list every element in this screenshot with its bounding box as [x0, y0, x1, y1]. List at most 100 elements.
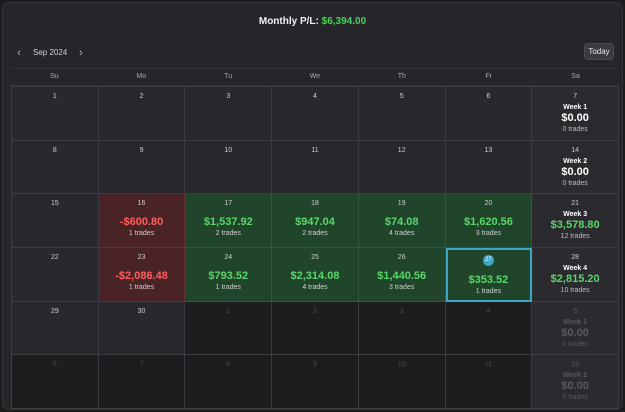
- calendar-day[interactable]: 13: [445, 140, 533, 195]
- week-pnl: $2,815.20: [550, 273, 600, 285]
- day-number: 12: [571, 361, 580, 369]
- calendar-day[interactable]: 23 -$2,086.48 1 trades: [98, 248, 186, 302]
- calendar-day[interactable]: 1: [185, 301, 273, 356]
- weekday-label: Su: [50, 73, 59, 80]
- week-summary-cell[interactable]: 7 Week 1 $0.00 0 trades: [532, 87, 619, 141]
- day-pnl: $947.04: [295, 216, 335, 229]
- day-number: 29: [50, 307, 59, 315]
- day-number: 6: [486, 93, 491, 100]
- calendar-day[interactable]: 7: [98, 355, 186, 409]
- weekday-label: Tu: [224, 73, 233, 80]
- calendar-day[interactable]: 10: [185, 140, 273, 195]
- day-number: 15: [50, 200, 59, 208]
- calendar-day[interactable]: 10: [358, 355, 446, 409]
- day-number: 4: [486, 307, 491, 315]
- calendar-day[interactable]: 15: [12, 194, 99, 248]
- chevron-right-icon[interactable]: ›: [79, 47, 83, 59]
- calendar-day[interactable]: 2: [98, 87, 186, 141]
- day-number: 17: [224, 200, 233, 208]
- week-summary-cell[interactable]: 28 Week 4 $2,815.20 10 trades: [532, 248, 619, 302]
- day-trade-count: 1 trades: [128, 284, 155, 291]
- day-trade-count: 4 trades: [389, 230, 415, 238]
- calendar-day[interactable]: 9: [272, 355, 359, 409]
- day-trade-count: 3 trades: [389, 284, 415, 291]
- calendar-day[interactable]: 17 $1,537.92 2 trades: [185, 194, 273, 248]
- day-pnl: $74.08: [384, 216, 419, 229]
- day-number: 3: [226, 93, 231, 100]
- day-pnl: -$600.80: [119, 216, 164, 229]
- day-number: 30: [137, 307, 146, 315]
- calendar-day[interactable]: 9: [98, 140, 186, 195]
- week-trade-count: 0 trades: [562, 126, 588, 133]
- calendar-day[interactable]: 6: [445, 87, 533, 141]
- week-trade-count: 0 trades: [562, 394, 588, 402]
- calendar-day[interactable]: 3: [358, 301, 446, 356]
- day-trade-count: 1 trades: [475, 288, 502, 295]
- week-label: Week 2: [563, 157, 588, 165]
- day-pnl: $1,440.56: [377, 270, 427, 282]
- day-pnl: $353.52: [468, 274, 509, 286]
- week-trade-count: 12 trades: [560, 233, 590, 241]
- week-pnl: $3,578.80: [550, 219, 600, 232]
- calendar-day-today[interactable]: 27 $353.52 1 trades: [445, 248, 533, 302]
- calendar-day[interactable]: 26 $1,440.56 3 trades: [358, 248, 446, 302]
- calendar-day[interactable]: 11: [445, 355, 533, 409]
- week-summary-cell[interactable]: 5 Week 1 $0.00 0 trades: [532, 301, 619, 356]
- calendar-day[interactable]: 5: [358, 87, 446, 141]
- calendar-day[interactable]: 29: [12, 301, 99, 356]
- calendar-day[interactable]: 22: [12, 248, 99, 302]
- weekday-label: Fr: [485, 73, 493, 80]
- calendar-day[interactable]: 16 -$600.80 1 trades: [98, 194, 186, 248]
- day-number: 8: [52, 146, 57, 154]
- week-summary-cell[interactable]: 12 Week 2 $0.00 0 trades: [532, 355, 619, 409]
- day-trade-count: 1 trades: [128, 230, 155, 238]
- week-label: Week 3: [563, 211, 588, 219]
- weekday-label: We: [309, 73, 321, 80]
- day-number: 1: [226, 307, 231, 315]
- week-summary-cell[interactable]: 21 Week 3 $3,578.80 12 trades: [532, 194, 619, 248]
- calendar-day[interactable]: 3: [185, 87, 273, 141]
- week-trade-count: 0 trades: [562, 179, 588, 187]
- calendar-day[interactable]: 24 $793.52 1 trades: [185, 248, 273, 302]
- calendar-day[interactable]: 4: [445, 301, 533, 356]
- weekday-header: Su Mo Tu We Th Fr Sa: [11, 68, 619, 86]
- day-number: 24: [224, 254, 233, 261]
- calendar-day[interactable]: 2: [272, 301, 359, 356]
- today-button[interactable]: Today: [584, 43, 614, 60]
- day-number: 28: [571, 254, 580, 261]
- monthly-pnl-label: Monthly P/L:: [258, 16, 319, 27]
- calendar-day[interactable]: 12: [358, 140, 446, 195]
- day-trade-count: 1 trades: [215, 284, 241, 291]
- day-number: 20: [484, 200, 493, 208]
- chevron-left-icon[interactable]: ‹: [17, 47, 21, 59]
- day-number: 18: [311, 200, 319, 208]
- calendar-day[interactable]: 20 $1,620.56 3 trades: [445, 194, 533, 248]
- calendar-day[interactable]: 11: [272, 140, 359, 195]
- calendar-day[interactable]: 6: [12, 355, 99, 409]
- week-pnl: $0.00: [561, 165, 589, 178]
- calendar-day[interactable]: 1: [12, 87, 99, 141]
- calendar-day[interactable]: 8: [12, 140, 99, 195]
- day-number: 5: [573, 307, 578, 315]
- week-label: Week 1: [563, 104, 588, 111]
- day-number: 16: [137, 200, 146, 208]
- calendar-day[interactable]: 25 $2,314.08 4 trades: [272, 248, 359, 302]
- calendar-day[interactable]: 18 $947.04 2 trades: [272, 194, 359, 248]
- weekday-label: Th: [397, 73, 406, 80]
- calendar-day[interactable]: 4: [272, 87, 359, 141]
- day-number: 3: [399, 307, 404, 315]
- day-trade-count: 2 trades: [302, 230, 328, 238]
- week-summary-cell[interactable]: 14 Week 2 $0.00 0 trades: [532, 140, 619, 195]
- week-pnl: $0.00: [561, 380, 589, 393]
- week-pnl: $0.00: [561, 112, 589, 124]
- calendar-day[interactable]: 30: [98, 301, 186, 356]
- day-pnl: -$2,086.48: [115, 270, 168, 282]
- calendar-day[interactable]: 19 $74.08 4 trades: [358, 194, 446, 248]
- week-label: Week 2: [563, 372, 588, 380]
- day-trade-count: 3 trades: [475, 230, 502, 238]
- calendar-day[interactable]: 8: [185, 355, 273, 409]
- month-label: Sep 2024: [33, 48, 68, 57]
- day-pnl: $2,314.08: [290, 270, 340, 282]
- weekday-label: Sa: [571, 73, 580, 80]
